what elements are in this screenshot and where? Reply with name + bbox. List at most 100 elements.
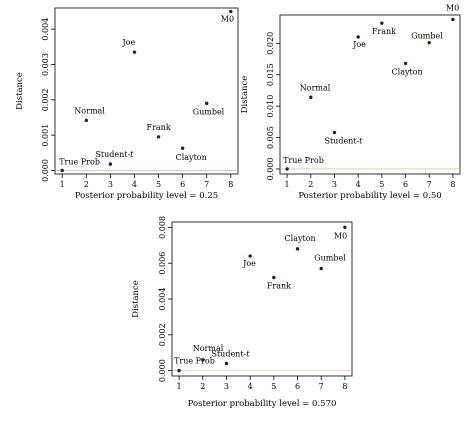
x-tick-label: 4 bbox=[356, 180, 361, 189]
point-label: Normal bbox=[193, 344, 224, 353]
x-tick-label: 7 bbox=[319, 382, 324, 391]
data-point bbox=[356, 35, 360, 39]
x-axis-label: Posterior probability level = 0.25 bbox=[75, 191, 218, 201]
data-point bbox=[319, 266, 323, 271]
point-label: Student-t bbox=[211, 349, 250, 358]
data-point bbox=[177, 368, 181, 373]
point-label: Student-t bbox=[324, 137, 363, 146]
point-label: Joe bbox=[352, 40, 366, 49]
point-label: Frank bbox=[267, 282, 291, 291]
y-axis-label: Distance bbox=[131, 280, 141, 318]
y-tick-label: 0.008 bbox=[158, 216, 167, 239]
plot-frame bbox=[54, 7, 239, 175]
x-tick-label: 1 bbox=[285, 180, 290, 189]
y-tick-label: 0.000 bbox=[158, 359, 167, 382]
point-label: Normal bbox=[74, 106, 105, 115]
point-label: Normal bbox=[300, 83, 331, 92]
x-tick-label: 4 bbox=[248, 382, 253, 391]
y-tick-label: 0.010 bbox=[266, 95, 275, 118]
y-tick-label: 0.001 bbox=[41, 124, 50, 147]
data-point bbox=[224, 361, 229, 366]
x-tick-label: 3 bbox=[224, 382, 229, 391]
y-axis-label: Distance bbox=[240, 76, 250, 114]
x-axis-label: Posterior probability level = 0.50 bbox=[298, 191, 441, 201]
x-tick-label: 5 bbox=[271, 382, 276, 391]
data-point bbox=[427, 40, 431, 45]
x-tick-label: 5 bbox=[379, 180, 384, 189]
data-point bbox=[201, 358, 205, 362]
point-label: Joe bbox=[242, 259, 256, 268]
data-point bbox=[229, 9, 233, 14]
x-tick-label: 2 bbox=[308, 180, 313, 189]
y-tick-label: 0.002 bbox=[41, 88, 50, 111]
data-point bbox=[343, 225, 347, 230]
data-point bbox=[272, 275, 276, 280]
x-tick-label: 3 bbox=[108, 180, 113, 189]
x-tick-label: 5 bbox=[156, 180, 161, 189]
y-tick-label: 0.015 bbox=[266, 63, 275, 86]
point-label: True Prob bbox=[59, 157, 100, 166]
point-label: Frank bbox=[372, 27, 396, 36]
x-tick-label: 1 bbox=[60, 180, 65, 189]
data-point bbox=[84, 118, 89, 123]
x-tick-label: 6 bbox=[180, 180, 185, 189]
point-label: M0 bbox=[446, 3, 459, 12]
scatter-panel-3: 1 2 3 4 5 6 7 8 0.000 0.002 0.004 0.006 0.008 Distanc… bbox=[131, 216, 353, 409]
point-label: Clayton bbox=[285, 234, 316, 243]
x-axis-label: Posterior probability level = 0.570 bbox=[188, 399, 337, 409]
x-tick-label: 1 bbox=[177, 382, 182, 391]
data-point bbox=[451, 17, 455, 22]
point-label: M0 bbox=[334, 231, 347, 240]
data-point bbox=[309, 95, 313, 100]
data-point bbox=[248, 254, 252, 258]
data-point bbox=[285, 167, 289, 171]
point-label: Student-t bbox=[95, 150, 134, 159]
x-tick-label: 4 bbox=[132, 180, 137, 189]
scatter-panel-2: 1 2 3 4 5 6 7 8 0.000 0.005 0.010 0.015 0.020 Distanc… bbox=[240, 3, 461, 201]
y-tick-label: 0.020 bbox=[266, 32, 275, 55]
x-tick-label: 2 bbox=[84, 180, 89, 189]
point-label: Joe bbox=[121, 38, 135, 47]
x-tick-label: 3 bbox=[332, 180, 337, 189]
point-label: True Prob bbox=[283, 156, 324, 165]
y-tick-label: 0.002 bbox=[158, 323, 167, 346]
plot-frame bbox=[171, 221, 353, 377]
y-tick-label: 0.004 bbox=[158, 288, 167, 311]
point-label: M0 bbox=[221, 15, 234, 24]
data-point bbox=[295, 247, 300, 251]
x-tick-label: 8 bbox=[342, 382, 347, 391]
y-tick-label: 0.003 bbox=[41, 53, 50, 76]
data-point bbox=[108, 162, 113, 166]
x-tick-label: 2 bbox=[200, 382, 205, 391]
x-tick-label: 6 bbox=[403, 180, 408, 189]
y-tick-label: 0.006 bbox=[158, 252, 167, 275]
point-label: Gumbel bbox=[411, 32, 443, 41]
data-point bbox=[60, 168, 64, 173]
y-tick-label: 0.004 bbox=[41, 18, 50, 41]
data-point bbox=[332, 130, 337, 135]
data-point bbox=[156, 135, 161, 139]
x-tick-label: 8 bbox=[228, 180, 233, 189]
data-point bbox=[403, 61, 408, 66]
y-axis-label: Distance bbox=[15, 72, 25, 110]
data-point bbox=[380, 21, 384, 25]
point-label: Gumbel bbox=[193, 107, 225, 116]
x-tick-label: 7 bbox=[204, 180, 209, 189]
data-point bbox=[204, 101, 209, 106]
x-tick-label: 6 bbox=[295, 382, 300, 391]
data-point bbox=[132, 50, 137, 54]
point-label: Clayton bbox=[176, 153, 207, 162]
point-label: True Prob bbox=[174, 357, 215, 366]
plot-frame bbox=[279, 14, 461, 175]
point-label: Frank bbox=[147, 123, 171, 132]
y-tick-label: 0.005 bbox=[266, 126, 275, 149]
data-point bbox=[180, 146, 185, 150]
x-tick-label: 8 bbox=[450, 180, 455, 189]
x-tick-label: 7 bbox=[427, 180, 432, 189]
y-tick-label: 0.000 bbox=[266, 158, 275, 181]
y-tick-label: 0.000 bbox=[41, 159, 50, 182]
point-label: Gumbel bbox=[314, 254, 346, 263]
scatter-panel-1: 1 2 3 4 5 6 7 8 0.000 0.001 0.002 0.003 0.004 Distanc… bbox=[15, 7, 239, 201]
point-label: Clayton bbox=[392, 67, 423, 76]
